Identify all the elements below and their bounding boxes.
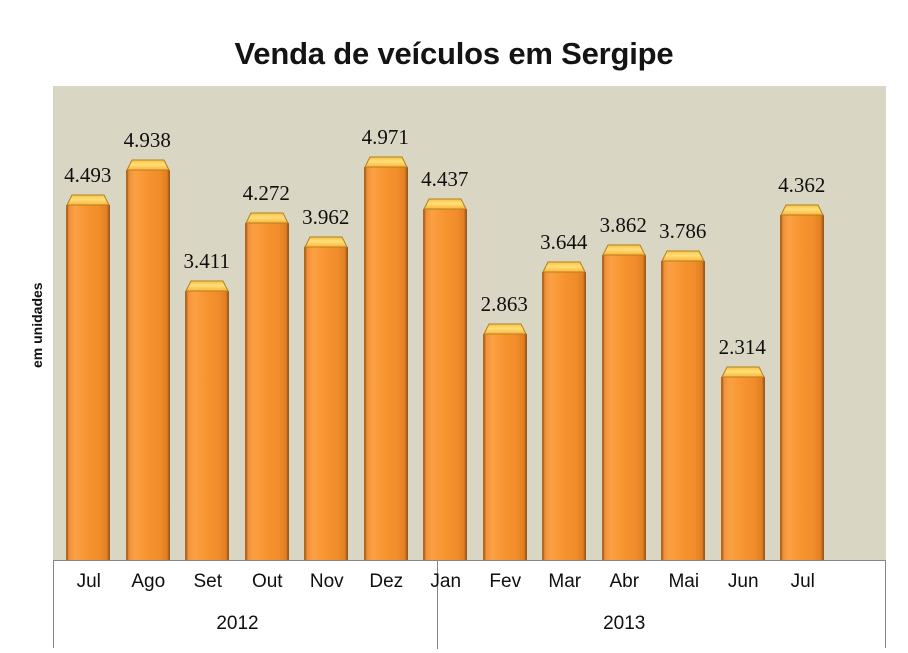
data-label-fev-7: 2.863 — [480, 291, 528, 316]
month-label-jun-11: Jun — [727, 571, 759, 592]
data-label-mai-10: 3.786 — [659, 218, 707, 243]
data-label-nov-4: 3.962 — [302, 205, 350, 229]
group-divider — [437, 561, 438, 649]
bar-cap-icon — [661, 250, 705, 262]
bar-slot — [58, 86, 118, 560]
bar-slot — [356, 86, 416, 560]
bar-abr-9[interactable] — [601, 244, 646, 560]
bar-mai-10[interactable] — [661, 250, 705, 560]
year-label-2013: 2013 — [603, 613, 646, 634]
data-label-dez-5: 4.971 — [361, 125, 409, 150]
bar-cap-icon — [542, 261, 586, 273]
bar-cap-icon — [363, 156, 408, 168]
y-axis-title: em unidades — [29, 282, 45, 368]
bar-slot — [177, 86, 237, 560]
bar-cap-icon — [601, 244, 646, 256]
month-label-ago-1: Ago — [131, 571, 166, 592]
bar-cap-icon — [244, 212, 289, 224]
data-label-ago-1: 4.938 — [123, 127, 171, 152]
bar-nov-4[interactable] — [304, 236, 348, 560]
bar-slot — [534, 86, 594, 560]
chart-title: Venda de veículos em Sergipe — [234, 36, 674, 71]
data-label-set-2: 3.411 — [183, 248, 230, 273]
bar-cap-icon — [185, 280, 229, 292]
bars-layer — [53, 86, 886, 560]
bar-cap-icon — [304, 236, 348, 248]
bar-slot — [713, 86, 773, 560]
data-label-jun-11: 2.314 — [718, 335, 766, 360]
data-label-jan-6: 4.437 — [421, 167, 469, 192]
data-label-out-3: 4.272 — [242, 180, 290, 205]
bar-set-2[interactable] — [185, 280, 229, 560]
month-label-jul-12: Jul — [790, 571, 815, 592]
bar-cap-icon — [66, 194, 110, 206]
bar-jan-6[interactable] — [423, 198, 467, 560]
month-label-jan-6: Jan — [430, 571, 462, 592]
bar-cap-icon — [720, 366, 765, 378]
month-label-dez-5: Dez — [369, 571, 404, 592]
bar-cap-icon — [482, 323, 527, 335]
month-label-out-3: Out — [251, 571, 283, 592]
category-axis-band: Jul Ago Set Out Nov Dez Jan Fev Mar Abr Mai Jun Jul 2… — [53, 560, 886, 649]
bar-jun-11[interactable] — [720, 366, 765, 560]
month-label-abr-9: Abr — [609, 571, 640, 592]
bar-fev-7[interactable] — [482, 323, 527, 560]
data-label-mar-8: 3.644 — [540, 230, 588, 255]
month-label-mai-10: Mai — [668, 571, 700, 592]
bar-cap-icon — [423, 198, 467, 210]
bar-jul-12[interactable] — [780, 204, 824, 560]
bar-ago-1[interactable] — [125, 159, 170, 560]
month-label-nov-4: Nov — [309, 571, 344, 592]
bar-slot — [296, 86, 356, 560]
bar-slot — [415, 86, 475, 560]
bar-slot — [237, 86, 297, 560]
bar-dez-5[interactable] — [363, 156, 408, 560]
bar-slot — [653, 86, 713, 560]
month-label-fev-7: Fev — [489, 571, 522, 592]
data-label-jul-12: 4.362 — [778, 173, 826, 198]
month-label-set-2: Set — [193, 571, 223, 592]
bar-slot — [594, 86, 654, 560]
month-label-jul-0: Jul — [76, 571, 101, 592]
bar-mar-8[interactable] — [542, 261, 586, 560]
bar-slot — [118, 86, 178, 560]
plot-area: 4.493 4.938 3.411 4.272 3.962 4.971 4.437 2.863… — [53, 86, 886, 560]
bar-out-3[interactable] — [244, 212, 289, 560]
data-label-abr-9: 3.862 — [599, 212, 647, 237]
year-label-2012: 2012 — [216, 613, 259, 634]
data-label-jul-0: 4.493 — [64, 163, 112, 188]
bar-cap-icon — [125, 159, 170, 171]
month-label-mar-8: Mar — [548, 571, 582, 592]
bar-slot — [475, 86, 535, 560]
bar-cap-icon — [780, 204, 824, 216]
bar-jul-0[interactable] — [66, 194, 110, 560]
bar-slot — [772, 86, 832, 560]
